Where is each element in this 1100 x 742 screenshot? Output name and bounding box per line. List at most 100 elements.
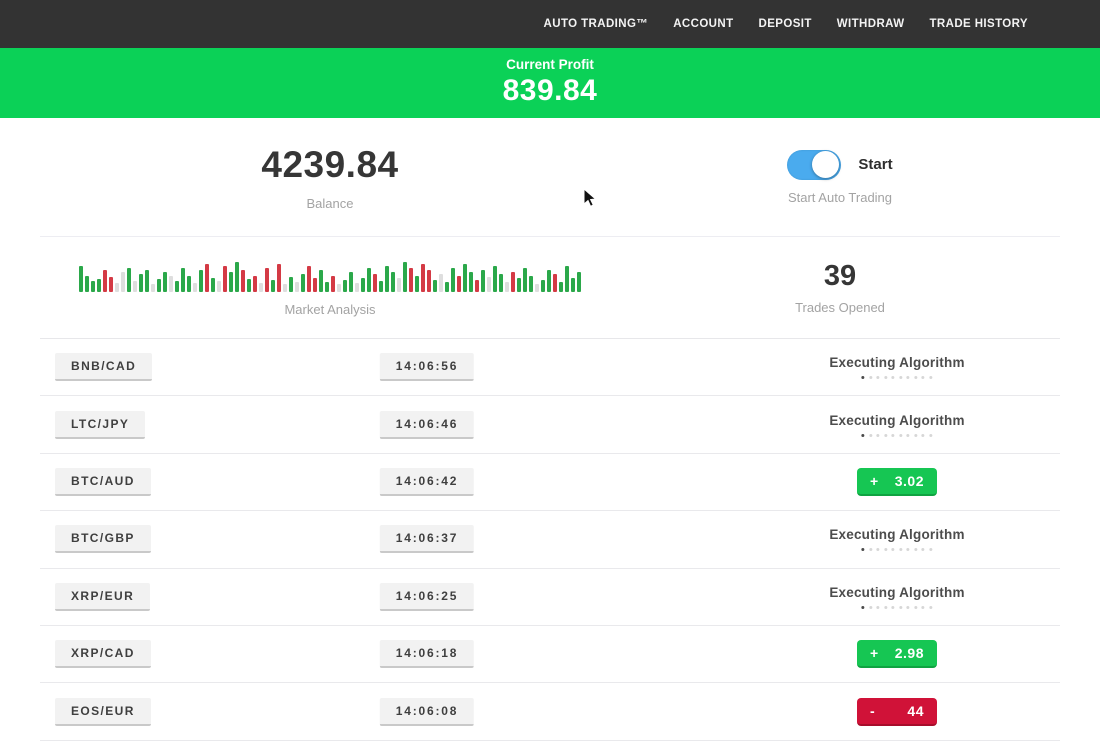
progress-dot — [891, 548, 895, 552]
profit-badge: + 3.02 — [857, 467, 937, 496]
result-sign: + — [870, 645, 879, 662]
current-profit-value: 839.84 — [502, 74, 598, 107]
progress-dot — [869, 433, 873, 437]
balance-value: 4239.84 — [261, 143, 399, 185]
nav-item[interactable]: WITHDRAW — [836, 18, 905, 30]
market-bar — [163, 272, 167, 292]
market-bar — [439, 274, 443, 292]
market-bar — [421, 264, 425, 292]
market-bar — [169, 276, 173, 292]
pair-badge: BTC/AUD — [55, 467, 151, 496]
market-bar — [223, 266, 227, 292]
progress-dot — [891, 433, 895, 437]
market-bar — [397, 278, 401, 292]
market-bar — [553, 274, 557, 292]
market-bar — [133, 281, 137, 292]
market-bar — [451, 268, 455, 292]
market-bar — [463, 264, 467, 292]
progress-dots — [829, 433, 964, 437]
market-bar — [445, 282, 449, 292]
progress-dot — [921, 548, 925, 552]
executing-label: Executing Algorithm — [829, 584, 965, 600]
market-bar — [403, 262, 407, 292]
pair-badge: XRP/EUR — [55, 582, 151, 611]
progress-dot — [861, 605, 865, 609]
market-bar — [205, 264, 209, 292]
top-navigation: AUTO TRADING™ ACCOUNT DEPOSIT WITHDRAW T… — [0, 0, 1100, 48]
time-badge: 14:06:25 — [379, 582, 475, 611]
balance-caption: Balance — [306, 195, 354, 211]
time-badge: 14:06:46 — [379, 410, 475, 439]
market-bar — [109, 277, 113, 292]
result-value: 2.98 — [894, 645, 924, 662]
progress-dot — [929, 433, 933, 437]
market-bar — [145, 270, 149, 292]
status-cell: Executing Algorithm — [829, 585, 964, 609]
market-bar — [433, 280, 437, 292]
time-badge: 14:06:37 — [379, 525, 475, 554]
market-bar — [535, 284, 539, 292]
progress-dot — [906, 605, 910, 609]
progress-dot — [929, 605, 933, 609]
market-bar — [175, 281, 179, 292]
market-section: Market Analysis 39 Trades Opened — [40, 237, 1060, 339]
trades-opened-value: 39 — [823, 260, 857, 292]
market-bar — [523, 268, 527, 292]
trades-opened-block: 39 Trades Opened — [620, 237, 1060, 338]
market-bar — [565, 266, 569, 292]
progress-dots — [829, 605, 964, 609]
progress-dot — [891, 376, 895, 380]
market-bar — [181, 268, 185, 292]
time-badge: 14:06:42 — [379, 467, 475, 496]
progress-dot — [869, 548, 873, 552]
auto-trading-caption: Start Auto Trading — [787, 189, 893, 205]
market-bar — [337, 284, 341, 292]
market-bar — [301, 274, 305, 292]
market-bar — [409, 268, 413, 292]
market-bar — [217, 281, 221, 292]
pair-badge: BTC/GBP — [55, 525, 151, 554]
market-bar — [505, 282, 509, 292]
market-bar — [373, 274, 377, 292]
trade-row: LTC/JPY 14:06:46 Executing Algorithm — [40, 396, 1060, 454]
market-bar — [385, 266, 389, 292]
market-bar — [361, 278, 365, 292]
nav-item[interactable]: ACCOUNT — [673, 18, 734, 30]
market-bar — [511, 272, 515, 292]
progress-dot — [876, 605, 880, 609]
status-cell: Executing Algorithm — [829, 355, 964, 380]
pair-badge: EOS/EUR — [55, 697, 151, 726]
auto-trading-toggle[interactable] — [787, 149, 842, 180]
progress-dot — [906, 433, 910, 437]
toggle-start-label: Start — [858, 156, 893, 173]
market-bar — [253, 276, 257, 292]
market-bar — [295, 282, 299, 292]
market-bar — [391, 272, 395, 292]
market-bar — [211, 278, 215, 292]
result-sign: + — [870, 472, 879, 489]
market-bar — [265, 268, 269, 292]
progress-dot — [921, 433, 925, 437]
progress-dot — [861, 376, 865, 380]
progress-dot — [876, 376, 880, 380]
market-bar — [121, 272, 125, 292]
market-bar — [577, 272, 581, 292]
nav-item[interactable]: DEPOSIT — [758, 18, 812, 30]
nav-item[interactable]: AUTO TRADING™ — [543, 18, 649, 30]
market-bar — [103, 270, 107, 292]
balance-section: 4239.84 Balance Start Start Auto Trading — [40, 118, 1060, 237]
market-bar — [349, 272, 353, 292]
market-bar — [343, 280, 347, 292]
market-bar — [541, 280, 545, 292]
market-bar — [85, 276, 89, 292]
trade-row: XRP/CAD 14:06:18 + 2.98 — [40, 626, 1060, 684]
market-bar — [259, 283, 263, 292]
nav-item[interactable]: TRADE HISTORY — [929, 18, 1028, 30]
progress-dots — [829, 548, 964, 552]
progress-dot — [899, 605, 903, 609]
trades-table: BNB/CAD 14:06:56 Executing Algorithm LTC… — [40, 339, 1060, 741]
market-bar — [469, 272, 473, 292]
status-cell: Executing Algorithm — [829, 413, 964, 437]
progress-dot — [884, 605, 888, 609]
market-bar — [355, 283, 359, 292]
